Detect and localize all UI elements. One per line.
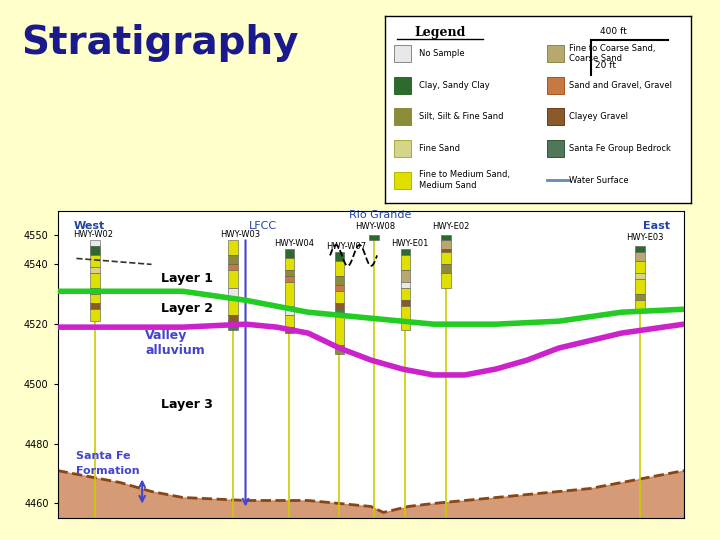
Text: alluvium: alluvium — [145, 344, 205, 357]
Bar — [441, 234, 451, 240]
Text: HWY-W07: HWY-W07 — [325, 242, 366, 252]
Bar — [441, 240, 451, 249]
Text: HWY-E01: HWY-E01 — [392, 239, 429, 248]
Text: Formation: Formation — [76, 465, 140, 476]
Bar — [284, 271, 294, 276]
Text: Rio Grande: Rio Grande — [349, 210, 411, 220]
Bar — [636, 279, 645, 294]
Text: Layer 3: Layer 3 — [161, 398, 213, 411]
Bar — [284, 276, 294, 282]
Text: Stratigraphy: Stratigraphy — [22, 24, 299, 62]
Bar — [91, 255, 100, 267]
Bar — [228, 271, 238, 288]
Bar — [400, 282, 410, 288]
Bar — [335, 261, 344, 276]
Bar — [547, 45, 564, 62]
Bar — [395, 140, 411, 157]
Bar — [636, 261, 645, 273]
Bar — [91, 240, 100, 246]
Text: Layer 1: Layer 1 — [161, 272, 213, 285]
Text: Valley: Valley — [145, 329, 188, 342]
Bar — [228, 240, 238, 255]
Bar — [547, 109, 564, 125]
Bar — [636, 300, 645, 309]
Bar — [335, 345, 344, 354]
Text: LFCC: LFCC — [248, 220, 276, 231]
Text: Silt, Silt & Fine Sand: Silt, Silt & Fine Sand — [419, 112, 503, 122]
Bar — [335, 309, 344, 315]
Bar — [91, 303, 100, 309]
Bar — [335, 252, 344, 261]
Text: Fine to Coarse Sand,
Coarse Sand: Fine to Coarse Sand, Coarse Sand — [569, 44, 655, 63]
Bar — [284, 306, 294, 315]
Bar — [228, 300, 238, 315]
Bar — [395, 109, 411, 125]
Text: Water Surface: Water Surface — [569, 176, 629, 185]
Bar — [636, 294, 645, 300]
Text: Santa Fe: Santa Fe — [76, 451, 131, 461]
Text: Sand and Gravel, Gravel: Sand and Gravel, Gravel — [569, 80, 672, 90]
Text: 400 ft: 400 ft — [600, 26, 627, 36]
Bar — [335, 285, 344, 291]
Bar — [91, 309, 100, 321]
Bar — [400, 288, 410, 300]
Text: HWY-E02: HWY-E02 — [432, 221, 469, 231]
Bar — [91, 273, 100, 288]
Bar — [395, 45, 411, 62]
Bar — [400, 255, 410, 271]
Bar — [335, 315, 344, 345]
Bar — [335, 303, 344, 309]
Bar — [284, 282, 294, 306]
Bar — [636, 246, 645, 252]
Text: HWY-E03: HWY-E03 — [626, 233, 664, 242]
Bar — [636, 252, 645, 261]
Text: HWY-W08: HWY-W08 — [355, 221, 395, 231]
Text: West: West — [73, 220, 104, 231]
Text: Clayey Gravel: Clayey Gravel — [569, 112, 628, 122]
Bar — [228, 315, 238, 321]
Bar — [228, 255, 238, 265]
Text: East: East — [643, 220, 670, 231]
Bar — [335, 276, 344, 285]
Bar — [441, 249, 451, 252]
Text: Clay, Sandy Clay: Clay, Sandy Clay — [419, 80, 490, 90]
Text: Layer 2: Layer 2 — [161, 302, 213, 315]
Bar — [395, 172, 411, 188]
Bar — [547, 140, 564, 157]
Text: HWY-W04: HWY-W04 — [274, 239, 314, 248]
Bar — [228, 288, 238, 300]
Text: Fine Sand: Fine Sand — [419, 144, 460, 153]
Bar — [400, 306, 410, 330]
Bar — [400, 300, 410, 306]
Bar — [91, 294, 100, 303]
Bar — [91, 288, 100, 294]
Bar — [228, 321, 238, 330]
Bar — [91, 267, 100, 273]
Bar — [284, 249, 294, 259]
Bar — [395, 77, 411, 93]
Bar — [284, 327, 294, 333]
Bar — [284, 259, 294, 271]
Bar — [400, 271, 410, 282]
Bar — [441, 273, 451, 288]
Bar — [284, 315, 294, 327]
Bar — [547, 77, 564, 93]
Text: HWY-W03: HWY-W03 — [220, 231, 261, 240]
Text: Fine to Medium Sand,
Medium Sand: Fine to Medium Sand, Medium Sand — [419, 171, 510, 190]
Text: No Sample: No Sample — [419, 49, 464, 58]
Bar — [636, 273, 645, 279]
Text: 20 ft: 20 ft — [595, 61, 616, 70]
Bar — [91, 246, 100, 255]
Bar — [441, 252, 451, 265]
Text: Santa Fe Group Bedrock: Santa Fe Group Bedrock — [569, 144, 670, 153]
Bar — [400, 249, 410, 255]
Text: HWY-W02: HWY-W02 — [73, 231, 113, 240]
Bar — [441, 265, 451, 273]
Bar — [369, 234, 379, 240]
Text: Legend: Legend — [415, 25, 466, 38]
Bar — [335, 291, 344, 303]
Bar — [228, 265, 238, 271]
